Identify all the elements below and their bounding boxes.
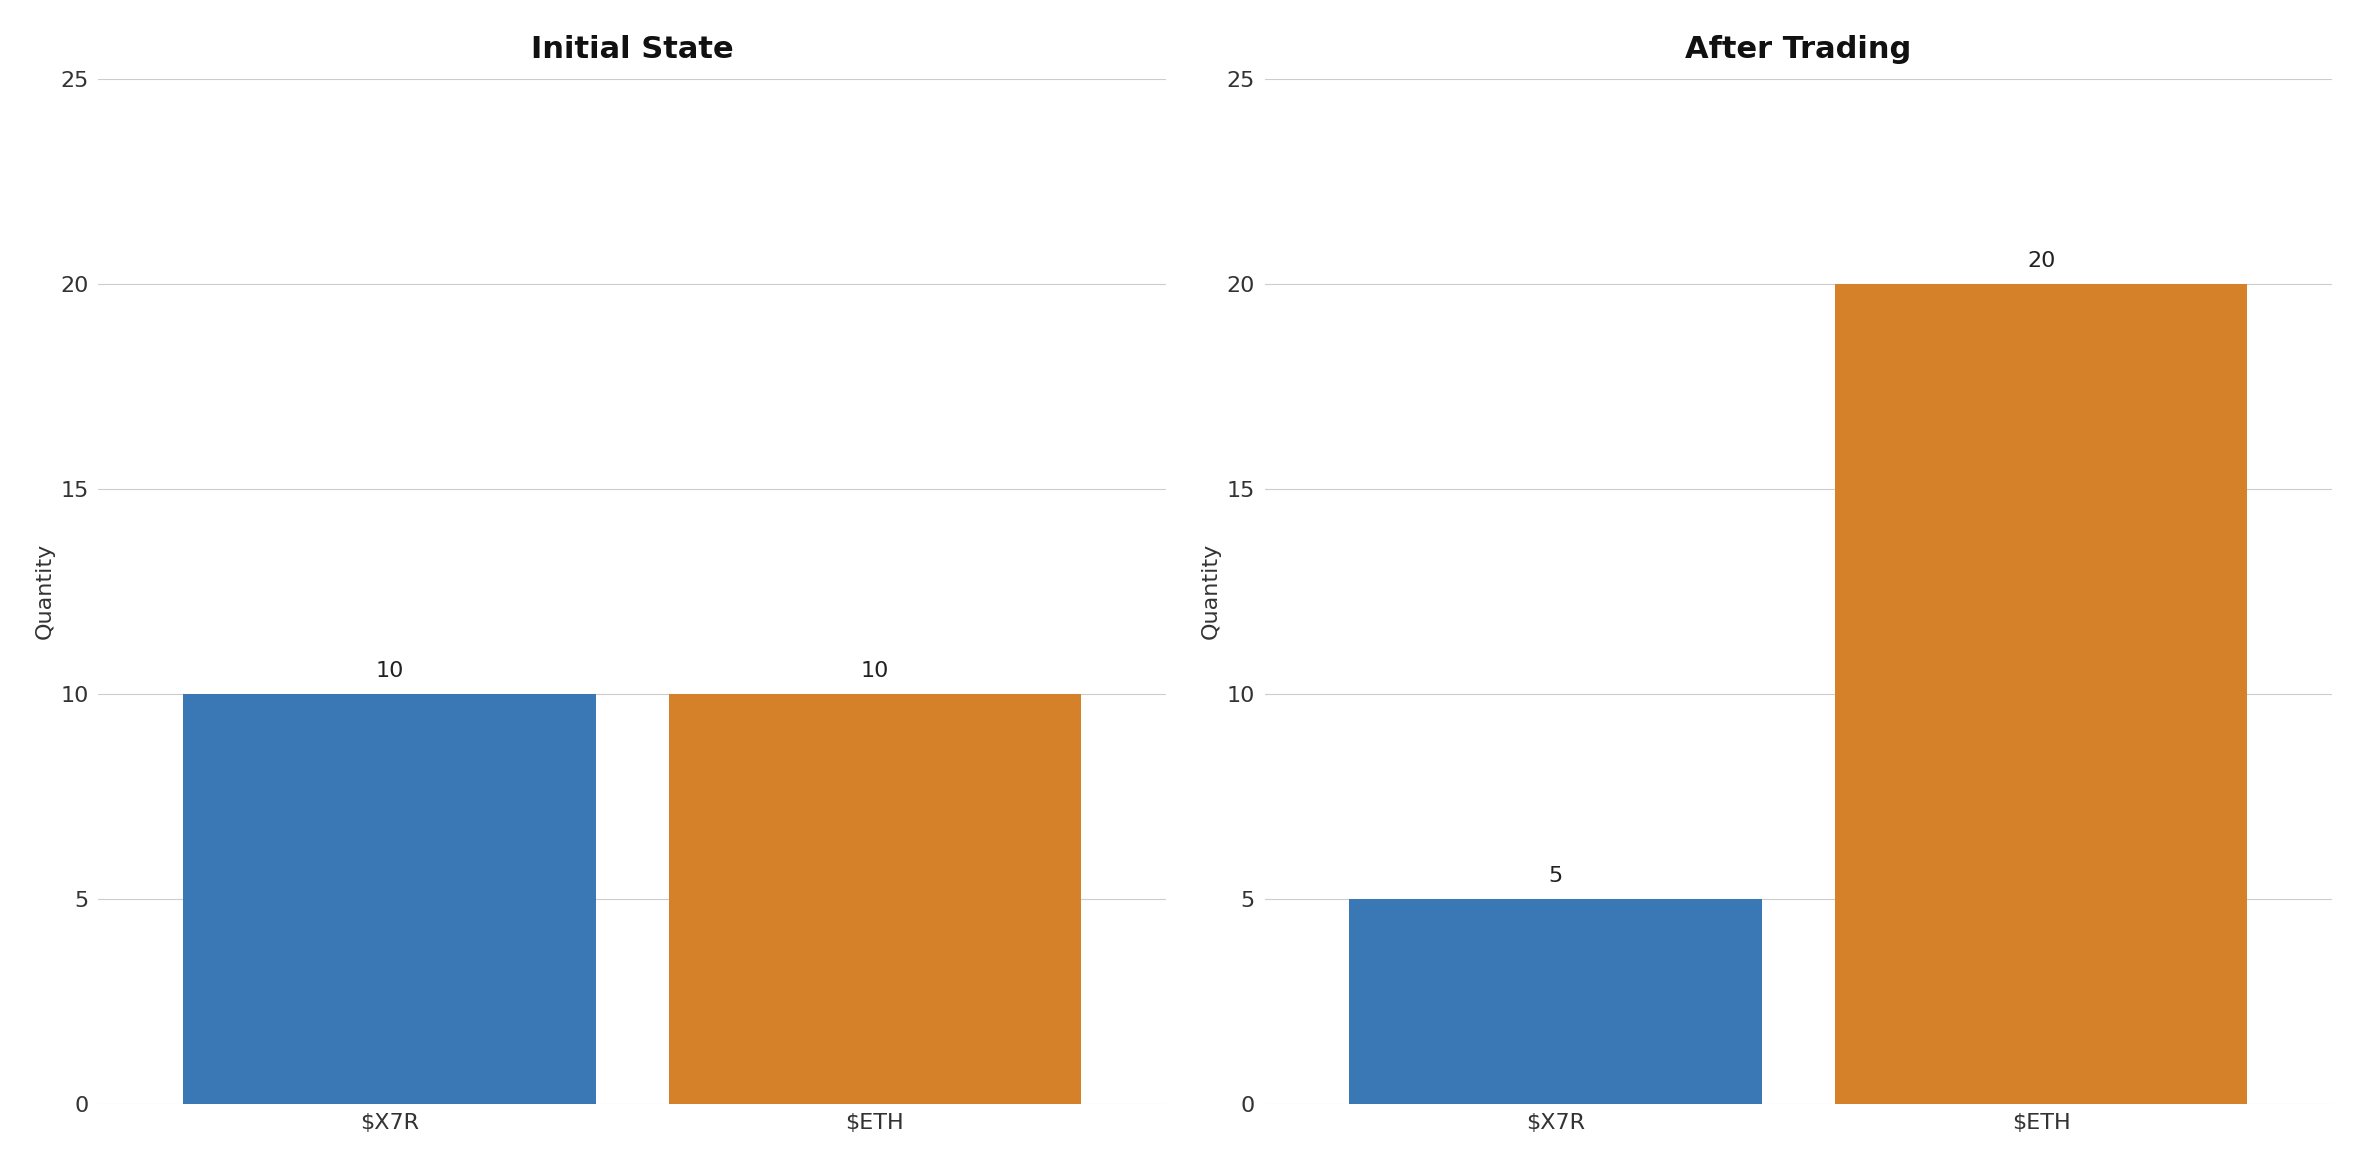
Text: 10: 10 <box>862 661 890 681</box>
Bar <box>1349 898 1761 1104</box>
Text: 5: 5 <box>1548 867 1562 887</box>
Bar <box>1834 284 2246 1104</box>
Text: 20: 20 <box>2026 251 2055 271</box>
Bar <box>182 694 596 1104</box>
Title: After Trading: After Trading <box>1685 35 1913 64</box>
Bar <box>667 694 1082 1104</box>
Text: 10: 10 <box>376 661 405 681</box>
Title: Initial State: Initial State <box>530 35 734 64</box>
Y-axis label: Quantity: Quantity <box>1200 543 1221 639</box>
Y-axis label: Quantity: Quantity <box>36 543 54 639</box>
